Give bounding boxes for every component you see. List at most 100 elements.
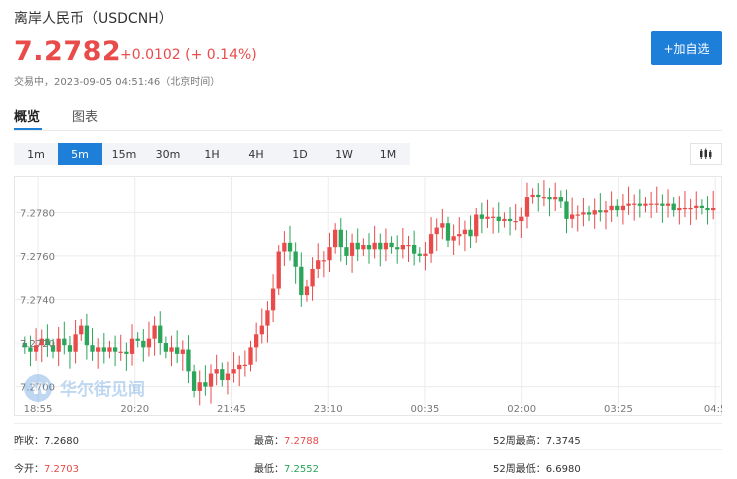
candle (592, 198, 597, 229)
y-tick-label: 7.2700 (20, 383, 55, 394)
stat-value: 7.2552 (284, 464, 319, 475)
y-tick-label: 7.2780 (20, 208, 55, 219)
price-change: +0.0102 (+ 0.14%) (120, 47, 257, 63)
candle (338, 217, 343, 262)
candle (434, 218, 439, 252)
stat-52w-high: 52周最高：7.3745 (493, 432, 581, 447)
interval-1m[interactable]: 1m (27, 147, 45, 161)
candle (564, 189, 569, 234)
candle (50, 338, 56, 359)
chart-type-button[interactable] (690, 143, 722, 165)
x-tick-label: 20:20 (120, 404, 149, 415)
candle (417, 247, 422, 263)
interval-1w[interactable]: 1W (335, 147, 353, 161)
candle (135, 332, 140, 348)
candle (451, 224, 456, 256)
stat-52w-low: 52周最低：6.6980 (493, 460, 581, 475)
candle (513, 204, 518, 231)
candle (366, 233, 372, 264)
candle (282, 231, 287, 266)
candle (214, 354, 219, 386)
last-price: 7.2782 (14, 36, 122, 67)
stat-label: 今开： (14, 464, 44, 475)
chart-frame (14, 176, 722, 416)
candle (186, 335, 191, 384)
interval-4h[interactable]: 4H (248, 147, 264, 161)
candle (479, 202, 484, 234)
stat-value: 7.3745 (545, 436, 581, 447)
candle (648, 191, 654, 218)
candle (349, 233, 355, 273)
candle (440, 208, 445, 240)
candle (677, 196, 682, 225)
candle (321, 251, 327, 278)
candle (547, 187, 552, 217)
candle (316, 243, 321, 279)
trading-status: 交易中，2023-09-05 04:51:46（北京时间） (14, 77, 221, 88)
candle (231, 352, 236, 383)
candle (581, 197, 586, 227)
candle (73, 319, 78, 364)
candle (163, 336, 169, 359)
candle (502, 212, 507, 228)
interval-5m[interactable]: 5m (58, 143, 102, 165)
candle (124, 342, 129, 371)
tab-overview[interactable]: 概览 (14, 110, 41, 125)
candle (158, 311, 163, 355)
candle (372, 225, 377, 259)
candle (107, 340, 112, 359)
candle (293, 242, 298, 284)
candle (586, 205, 592, 222)
candle (411, 230, 417, 266)
candle (96, 338, 101, 369)
stat-open: 今开：7.2703 (14, 460, 79, 475)
candle (485, 199, 490, 228)
candle (615, 199, 620, 217)
candle (541, 180, 547, 207)
add-to-watchlist-button[interactable]: +加自选 (651, 31, 722, 65)
interval-1mo[interactable]: 1M (379, 147, 397, 161)
active-tab-indicator (14, 128, 42, 130)
candle (705, 196, 710, 225)
candle (146, 321, 152, 357)
stats-divider-middle (14, 449, 722, 450)
stat-value: 7.2680 (44, 436, 79, 447)
candle (682, 190, 688, 218)
candle (175, 330, 180, 364)
x-tick-label: 04:5 (704, 404, 722, 415)
candlestick-icon (700, 148, 712, 159)
x-tick-label: 02:00 (507, 404, 536, 415)
watermark-text: 华尔街见闻 (60, 379, 145, 400)
interval-1h[interactable]: 1H (204, 147, 220, 161)
x-tick-label: 23:10 (314, 404, 343, 415)
candle (28, 335, 33, 367)
instrument-title: 离岸人民币（USDCNH） (14, 11, 173, 27)
interval-1d[interactable]: 1D (292, 147, 308, 161)
candle (378, 233, 383, 267)
svg-text:W: W (31, 379, 49, 398)
candle (203, 365, 208, 396)
candle (67, 336, 73, 369)
candle (637, 189, 642, 218)
tab-chart[interactable]: 图表 (72, 110, 99, 125)
candle (248, 340, 253, 372)
candle (33, 328, 39, 361)
candle (265, 301, 270, 343)
interval-30m[interactable]: 30m (155, 147, 181, 161)
candle (344, 230, 349, 266)
candle (287, 225, 293, 261)
candle (62, 321, 67, 355)
candle (259, 308, 264, 344)
candle (39, 329, 44, 363)
candle (225, 361, 231, 395)
price-chart[interactable]: 7.2780 7.2760 7.2740 7.2720 7.2700 18:55 20:2… (14, 176, 722, 416)
candle (383, 228, 389, 262)
stats-divider-top (14, 423, 722, 424)
watermark: W 华尔街见闻 (24, 374, 145, 402)
candle (445, 216, 451, 248)
candle (270, 274, 276, 323)
interval-15m[interactable]: 15m (111, 147, 137, 161)
x-tick-label: 03:25 (604, 404, 633, 415)
candle (191, 364, 197, 398)
candle (327, 232, 332, 272)
